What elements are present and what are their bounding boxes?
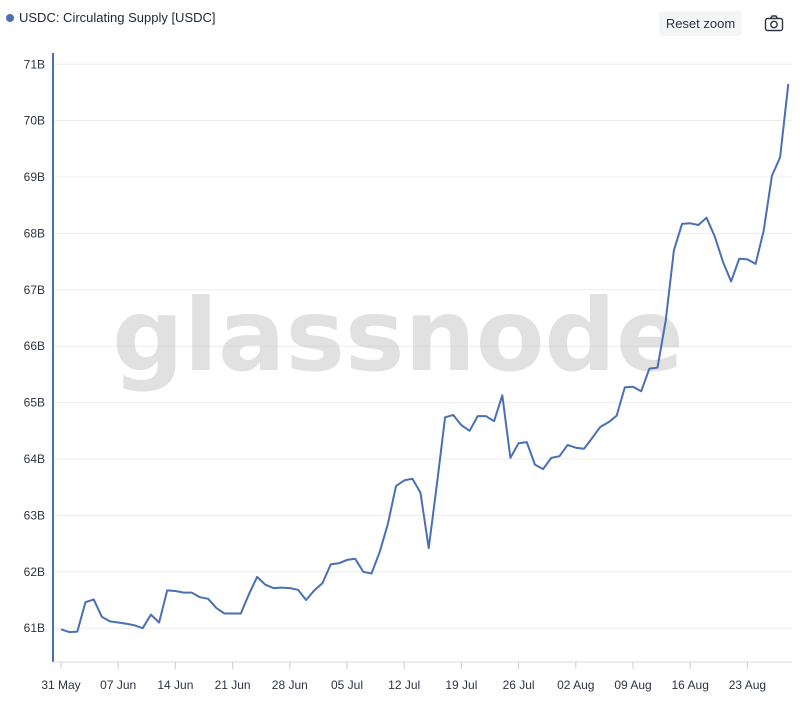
y-tick-label: 69B [24, 170, 45, 184]
y-tick-label: 62B [24, 565, 45, 579]
x-tick-label: 28 Jun [272, 678, 308, 692]
x-tick-label: 12 Jul [388, 678, 420, 692]
x-axis-ticks: 31 May 07 Jun 14 Jun 21 Jun 28 Jun 05 Jul 12 J… [41, 662, 766, 692]
legend-series-dot [6, 13, 14, 22]
y-axis-ticks: 61B 62B 63B 64B 65B 66B 67B 68B 69B 70B 71B [24, 57, 45, 635]
x-tick-label: 05 Jul [331, 678, 363, 692]
x-tick-label: 02 Aug [557, 678, 594, 692]
y-tick-label: 64B [24, 452, 45, 466]
y-tick-label: 67B [24, 283, 45, 297]
y-tick-label: 68B [24, 226, 45, 240]
y-tick-label: 61B [24, 621, 45, 635]
x-tick-label: 21 Jun [215, 678, 251, 692]
x-tick-label: 23 Aug [729, 678, 766, 692]
x-tick-label: 16 Aug [672, 678, 709, 692]
y-tick-label: 70B [24, 114, 45, 128]
x-tick-label: 09 Aug [614, 678, 651, 692]
reset-zoom-button[interactable]: Reset zoom [659, 11, 742, 36]
y-tick-label: 65B [24, 396, 45, 410]
camera-icon[interactable] [764, 14, 784, 32]
watermark: glassnode [112, 277, 684, 394]
y-tick-label: 71B [24, 57, 45, 71]
y-tick-label: 66B [24, 339, 45, 353]
series-line-usdc-supply[interactable] [60, 83, 790, 634]
chart-legend[interactable]: USDC: Circulating Supply [USDC] [6, 10, 216, 25]
x-tick-label: 07 Jun [100, 678, 136, 692]
legend-series-label: USDC: Circulating Supply [USDC] [19, 10, 216, 25]
chart-gridlines [53, 63, 792, 629]
x-tick-label: 19 Jul [445, 678, 477, 692]
x-tick-label: 26 Jul [503, 678, 535, 692]
y-tick-label: 63B [24, 508, 45, 522]
x-tick-label: 14 Jun [157, 678, 193, 692]
x-tick-label: 31 May [41, 678, 80, 692]
